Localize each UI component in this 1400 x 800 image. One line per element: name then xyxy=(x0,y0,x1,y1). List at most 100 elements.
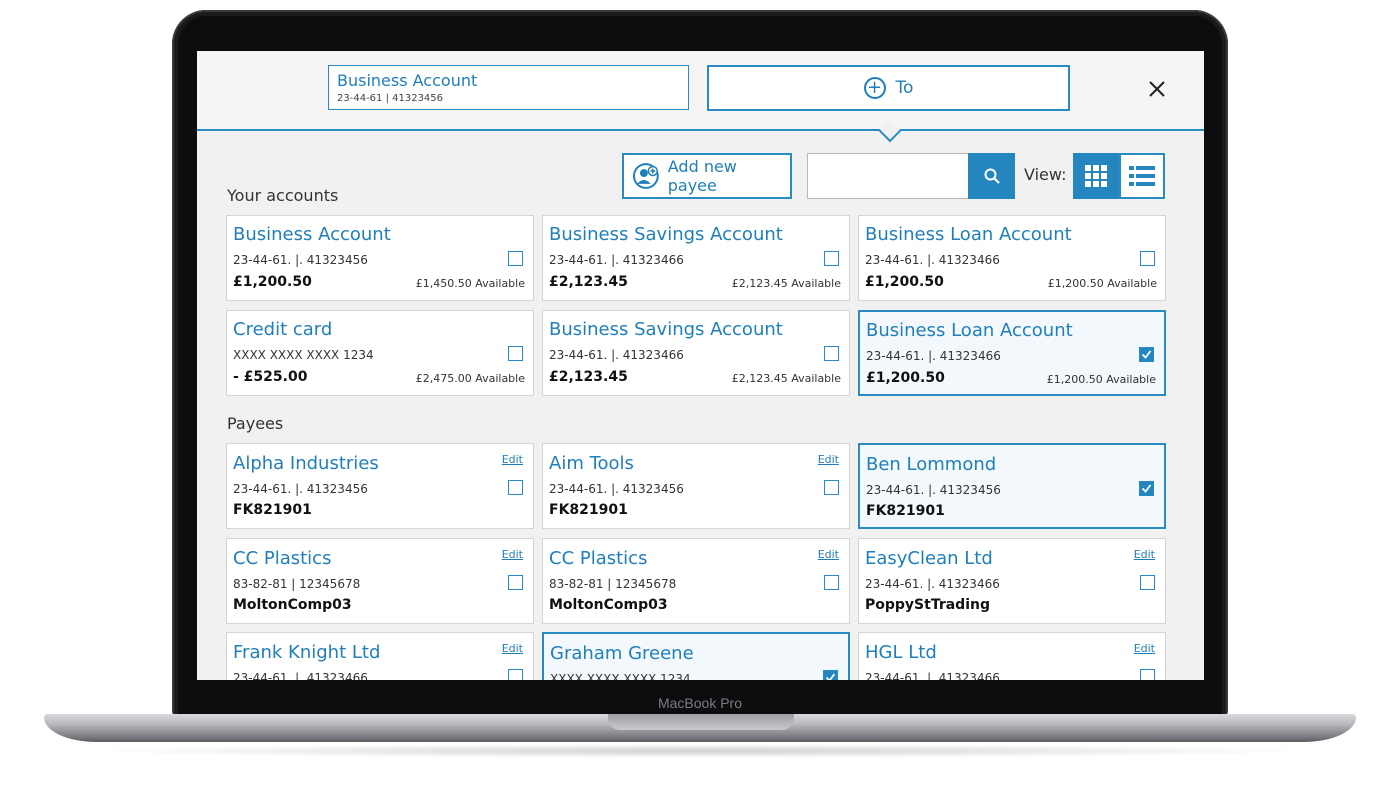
payee-account-number: 83-82-81 | 12345678 xyxy=(233,577,361,591)
payee-account-number: 23-44-61. |. 41323466 xyxy=(865,577,1000,591)
account-number: 23-44-61. |. 41323456 xyxy=(233,253,368,267)
payee-account-number: 23-44-61. |. 41323456 xyxy=(549,482,684,496)
account-balance: £2,123.45 xyxy=(549,274,628,290)
account-available: £2,123.45 Available xyxy=(731,277,841,290)
plus-circle-icon: + xyxy=(863,77,886,99)
account-name: Credit card xyxy=(233,319,333,340)
search-input[interactable] xyxy=(807,153,969,199)
device-label: MacBook Pro xyxy=(657,695,743,711)
payee-edit-link[interactable]: Edit xyxy=(1133,548,1155,561)
account-balance: - £525.00 xyxy=(233,369,308,385)
payee-checkbox[interactable] xyxy=(508,480,523,495)
account-checkbox[interactable] xyxy=(824,346,839,361)
account-available: £1,450.50 Available xyxy=(415,277,525,290)
account-balance: £1,200.50 xyxy=(233,274,312,290)
account-checkbox[interactable] xyxy=(1140,251,1155,266)
payees-heading: Payees xyxy=(227,414,284,433)
payee-name: CC Plastics xyxy=(549,548,648,569)
account-name: Business Savings Account xyxy=(549,319,783,340)
payee-checkbox[interactable] xyxy=(508,575,523,590)
payee-account-number: 23-44-61. |. 41323456 xyxy=(866,483,1001,497)
from-account-selector[interactable]: Business Account 23-44-61 | 41323456 xyxy=(328,65,689,110)
payee-checkbox[interactable] xyxy=(1140,575,1155,590)
account-checkbox[interactable] xyxy=(508,346,523,361)
from-account-details: 23-44-61 | 41323456 xyxy=(337,93,444,104)
add-new-payee-button[interactable]: Add new payee xyxy=(622,153,792,199)
payee-name: Aim Tools xyxy=(549,453,634,474)
view-label: View: xyxy=(1024,165,1067,184)
payee-card[interactable]: HGL Ltd Edit 23-44-61. |. 41323466 xyxy=(858,632,1166,680)
list-view-icon xyxy=(1129,166,1155,186)
payee-card[interactable]: CC Plastics Edit 83-82-81 | 12345678 Molton… xyxy=(226,538,534,624)
payee-account-number: 83-82-81 | 12345678 xyxy=(549,577,677,591)
payee-card[interactable]: Graham Greene XXXX XXXX XXXX 1234 xyxy=(542,632,850,680)
account-available: £1,200.50 Available xyxy=(1046,373,1156,386)
payee-card[interactable]: Aim Tools Edit 23-44-61. |. 41323456 FK8219… xyxy=(542,443,850,529)
payee-reference: FK821901 xyxy=(549,502,628,518)
payee-edit-link[interactable]: Edit xyxy=(501,453,523,466)
payee-account-number: 23-44-61. |. 41323456 xyxy=(233,482,368,496)
payee-checkbox[interactable] xyxy=(1139,481,1154,496)
account-card[interactable]: Credit card XXXX XXXX XXXX 1234 - £525.00 £… xyxy=(226,310,534,396)
payee-account-number: 23-44-61. |. 41323466 xyxy=(233,671,368,680)
close-button[interactable] xyxy=(1142,77,1172,103)
account-number: 23-44-61. |. 41323466 xyxy=(549,253,684,267)
account-available: £2,475.00 Available xyxy=(415,372,525,385)
add-user-icon xyxy=(632,163,659,189)
from-account-title: Business Account xyxy=(337,71,478,90)
payee-name: Graham Greene xyxy=(550,643,694,664)
account-checkbox[interactable] xyxy=(824,251,839,266)
payee-card[interactable]: CC Plastics Edit 83-82-81 | 12345678 Molton… xyxy=(542,538,850,624)
grid-view-button[interactable] xyxy=(1073,153,1119,199)
account-card[interactable]: Business Savings Account 23-44-61. |. 413… xyxy=(542,215,850,301)
payee-account-number: XXXX XXXX XXXX 1234 xyxy=(550,672,691,680)
grid-view-icon xyxy=(1085,165,1107,187)
payee-reference: FK821901 xyxy=(233,502,312,518)
laptop-notch xyxy=(608,714,794,730)
payee-edit-link[interactable]: Edit xyxy=(501,548,523,561)
account-available: £1,200.50 Available xyxy=(1047,277,1157,290)
payee-checkbox[interactable] xyxy=(824,480,839,495)
account-card[interactable]: Business Loan Account 23-44-61. |. 413234… xyxy=(858,215,1166,301)
search-icon xyxy=(984,168,1000,184)
account-name: Business Loan Account xyxy=(865,224,1072,245)
payee-edit-link[interactable]: Edit xyxy=(501,642,523,655)
payee-reference: FK821901 xyxy=(866,503,945,519)
account-balance: £1,200.50 xyxy=(866,370,945,386)
payee-edit-link[interactable]: Edit xyxy=(1133,642,1155,655)
payee-reference: MoltonComp03 xyxy=(549,597,668,613)
account-number: 23-44-61. |. 41323466 xyxy=(865,253,1000,267)
search-button[interactable] xyxy=(968,153,1015,199)
account-card[interactable]: Business Loan Account 23-44-61. |. 413234… xyxy=(858,310,1166,396)
account-checkbox[interactable] xyxy=(1139,347,1154,362)
transfer-header: Business Account 23-44-61 | 41323456 + T… xyxy=(197,51,1204,143)
payee-checkbox[interactable] xyxy=(823,670,838,680)
account-card[interactable]: Business Account 23-44-61. |. 41323456 £1,… xyxy=(226,215,534,301)
payee-edit-link[interactable]: Edit xyxy=(817,548,839,561)
account-card[interactable]: Business Savings Account 23-44-61. |. 413… xyxy=(542,310,850,396)
list-view-button[interactable] xyxy=(1119,153,1165,199)
account-name: Business Loan Account xyxy=(866,320,1073,341)
account-name: Business Account xyxy=(233,224,391,245)
payee-card[interactable]: Frank Knight Ltd Edit 23-44-61. |. 4132346… xyxy=(226,632,534,680)
payee-card[interactable]: Ben Lommond 23-44-61. |. 41323456 FK821901 xyxy=(858,443,1166,529)
laptop-shadow xyxy=(80,744,1320,758)
payee-edit-link[interactable]: Edit xyxy=(817,453,839,466)
payee-account-number: 23-44-61. |. 41323466 xyxy=(865,671,1000,680)
payee-card[interactable]: EasyClean Ltd Edit 23-44-61. |. 41323466 Po… xyxy=(858,538,1166,624)
payee-reference: MoltonComp03 xyxy=(233,597,352,613)
add-new-payee-label: Add new payee xyxy=(667,157,737,195)
payee-card[interactable]: Alpha Industries Edit 23-44-61. |. 4132345… xyxy=(226,443,534,529)
to-account-selector[interactable]: + To xyxy=(707,65,1070,111)
account-number: 23-44-61. |. 41323466 xyxy=(866,349,1001,363)
account-balance: £1,200.50 xyxy=(865,274,944,290)
payee-checkbox[interactable] xyxy=(1140,669,1155,680)
close-icon xyxy=(1149,81,1165,97)
payee-checkbox[interactable] xyxy=(824,575,839,590)
your-accounts-heading: Your accounts xyxy=(227,186,339,205)
to-label: To xyxy=(895,78,914,98)
payee-name: Alpha Industries xyxy=(233,453,379,474)
payee-checkbox[interactable] xyxy=(508,669,523,680)
account-name: Business Savings Account xyxy=(549,224,783,245)
account-checkbox[interactable] xyxy=(508,251,523,266)
